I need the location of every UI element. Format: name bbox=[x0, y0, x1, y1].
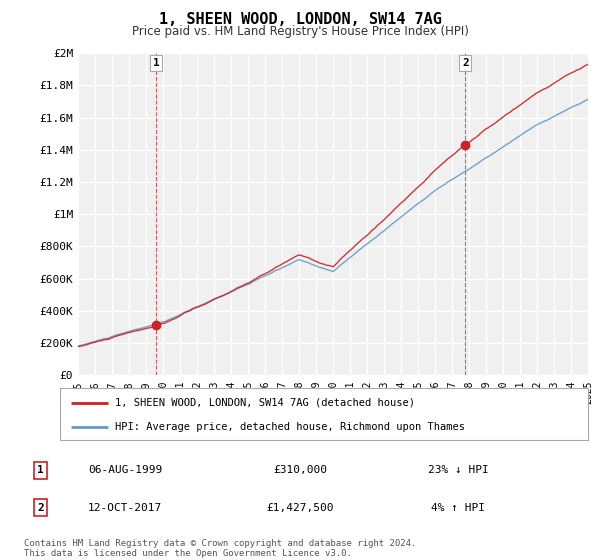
Text: 2: 2 bbox=[462, 58, 469, 68]
Text: 1: 1 bbox=[153, 58, 160, 68]
Text: 4% ↑ HPI: 4% ↑ HPI bbox=[431, 502, 485, 512]
Text: 12-OCT-2017: 12-OCT-2017 bbox=[88, 502, 162, 512]
Text: £310,000: £310,000 bbox=[273, 465, 327, 475]
Text: Price paid vs. HM Land Registry's House Price Index (HPI): Price paid vs. HM Land Registry's House … bbox=[131, 25, 469, 38]
Text: Contains HM Land Registry data © Crown copyright and database right 2024.
This d: Contains HM Land Registry data © Crown c… bbox=[24, 539, 416, 558]
Text: HPI: Average price, detached house, Richmond upon Thames: HPI: Average price, detached house, Rich… bbox=[115, 422, 466, 432]
Text: 1, SHEEN WOOD, LONDON, SW14 7AG (detached house): 1, SHEEN WOOD, LONDON, SW14 7AG (detache… bbox=[115, 398, 415, 408]
Text: 23% ↓ HPI: 23% ↓ HPI bbox=[428, 465, 488, 475]
Text: £1,427,500: £1,427,500 bbox=[266, 502, 334, 512]
Text: 06-AUG-1999: 06-AUG-1999 bbox=[88, 465, 162, 475]
Text: 2: 2 bbox=[37, 502, 44, 512]
Text: 1: 1 bbox=[37, 465, 44, 475]
Text: 1, SHEEN WOOD, LONDON, SW14 7AG: 1, SHEEN WOOD, LONDON, SW14 7AG bbox=[158, 12, 442, 27]
